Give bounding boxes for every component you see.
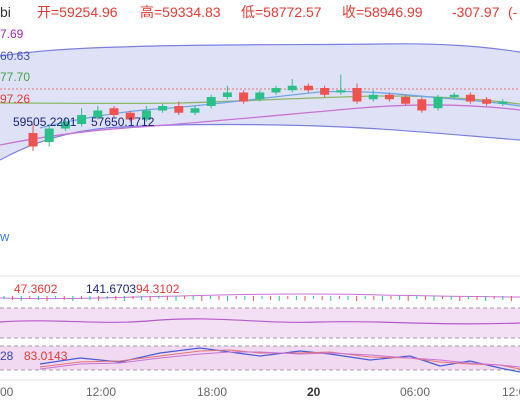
candle-body[interactable] bbox=[368, 94, 378, 100]
x-tick-label: 12:00 bbox=[502, 385, 520, 399]
indicator-1-value-3: 94.3102 bbox=[136, 282, 180, 296]
low-value: 低=58772.57 bbox=[241, 4, 322, 20]
candle-body[interactable] bbox=[498, 101, 508, 104]
indicator-1-band bbox=[0, 308, 520, 338]
candle-body[interactable] bbox=[433, 97, 443, 109]
candle-body[interactable] bbox=[303, 85, 313, 91]
candle-body[interactable] bbox=[336, 90, 346, 93]
x-tick-label: 20 bbox=[307, 385, 321, 399]
candle-body[interactable] bbox=[206, 97, 216, 106]
open-value: 开=59254.96 bbox=[37, 4, 118, 20]
indicator-1-value-2: 141.6703 bbox=[86, 282, 136, 296]
indicator-2-band bbox=[0, 346, 520, 370]
candle-body[interactable] bbox=[255, 92, 265, 100]
high-value: 高=59334.83 bbox=[140, 4, 221, 20]
candle-body[interactable] bbox=[271, 88, 281, 93]
symbol-label: bi bbox=[0, 4, 11, 20]
price-label-1: 7.69 bbox=[0, 27, 24, 41]
candle-body[interactable] bbox=[222, 92, 232, 98]
price-label-4: 97.26 bbox=[0, 92, 30, 106]
bollinger-value-b: 57650.1712 bbox=[91, 115, 155, 129]
x-tick-label: 00 bbox=[0, 385, 14, 399]
close-value: 收=58946.99 bbox=[342, 4, 423, 20]
partial-label: w bbox=[0, 229, 10, 244]
candle-body[interactable] bbox=[174, 106, 184, 113]
candle-body[interactable] bbox=[77, 115, 87, 124]
candle-body[interactable] bbox=[239, 92, 249, 102]
candle-body[interactable] bbox=[28, 133, 38, 147]
volume-ticks bbox=[3, 296, 512, 301]
bollinger-value-a: 59505.2201 bbox=[13, 115, 77, 129]
bollinger-band-fill bbox=[0, 43, 520, 160]
blue-ma-line bbox=[39, 90, 520, 129]
bollinger-upper-line bbox=[0, 43, 520, 57]
indicator-pane-1: 47.3602 141.6703 94.3102 bbox=[0, 282, 520, 339]
candle-body[interactable] bbox=[125, 112, 135, 120]
candle-body[interactable] bbox=[60, 121, 70, 129]
ohlc-header: bi 开=59254.96 高=59334.83 低=58772.57 收=58… bbox=[0, 4, 518, 20]
candle-body[interactable] bbox=[449, 94, 459, 97]
candle-body[interactable] bbox=[287, 85, 297, 91]
indicator-2-line-j bbox=[39, 351, 520, 370]
candle-body[interactable] bbox=[401, 97, 411, 104]
price-label-3: 77.70 bbox=[0, 70, 30, 84]
x-tick-label: 06:00 bbox=[400, 385, 430, 399]
indicator-2-line-d bbox=[39, 349, 520, 370]
candle-body[interactable] bbox=[482, 99, 492, 104]
change-value: -307.97 bbox=[452, 4, 500, 20]
candle-body[interactable] bbox=[384, 94, 394, 100]
candle-body[interactable] bbox=[109, 108, 119, 115]
change-suffix: (- bbox=[508, 4, 518, 20]
price-pane: 7.69 60.63 77.70 97.26 59505.2201 57650.… bbox=[0, 27, 520, 244]
indicator-1-value-1: 47.3602 bbox=[14, 282, 58, 296]
candle-series bbox=[28, 74, 508, 151]
candle-body[interactable] bbox=[141, 110, 151, 120]
candle-body[interactable] bbox=[158, 106, 168, 111]
x-tick-label: 18:00 bbox=[197, 385, 227, 399]
candle-body[interactable] bbox=[352, 88, 362, 102]
x-tick-label: 12:00 bbox=[86, 385, 116, 399]
green-ma-line bbox=[0, 95, 520, 105]
price-label-2: 60.63 bbox=[0, 49, 30, 63]
candle-body[interactable] bbox=[190, 108, 200, 113]
x-axis: 00 12:00 18:00 20 06:00 12:00 bbox=[0, 385, 520, 399]
indicator-1-line bbox=[0, 293, 520, 300]
candle-body[interactable] bbox=[44, 128, 54, 143]
candle-body[interactable] bbox=[320, 88, 330, 95]
candle-body[interactable] bbox=[465, 94, 475, 102]
candle-body[interactable] bbox=[417, 99, 427, 111]
indicator-2-value-1: 28 bbox=[0, 349, 14, 363]
candle-body[interactable] bbox=[93, 110, 103, 118]
indicator-1-oscillator bbox=[0, 318, 520, 325]
indicator-pane-2: 28 83.0143 bbox=[0, 345, 520, 373]
indicator-2-value-2: 83.0143 bbox=[24, 349, 68, 363]
